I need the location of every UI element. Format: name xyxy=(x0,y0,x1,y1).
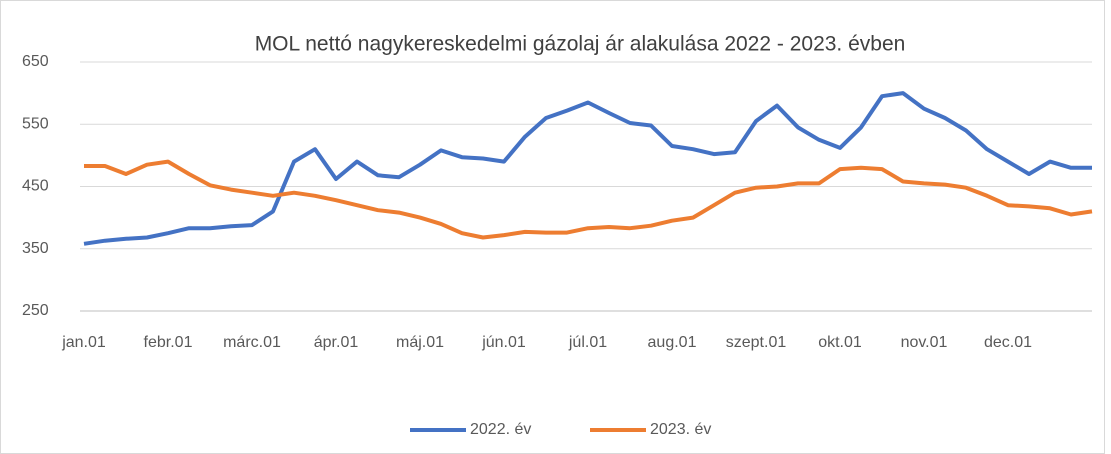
x-tick-label: szept.01 xyxy=(726,334,787,351)
y-tick-label: 650 xyxy=(22,53,49,70)
x-tick-label: júl.01 xyxy=(568,334,607,351)
x-tick-label: jún.01 xyxy=(481,334,526,351)
y-tick-label: 450 xyxy=(22,178,49,195)
x-tick-label: márc.01 xyxy=(223,334,281,351)
y-tick-label: 350 xyxy=(22,240,49,257)
legend-label: 2023. év xyxy=(650,421,711,438)
x-tick-label: febr.01 xyxy=(144,334,193,351)
x-tick-label: nov.01 xyxy=(901,334,948,351)
x-tick-label: okt.01 xyxy=(818,334,862,351)
x-tick-label: máj.01 xyxy=(396,334,444,351)
line-series xyxy=(83,91,1092,246)
x-tick-label: dec.01 xyxy=(984,334,1032,351)
x-tick-label: jan.01 xyxy=(61,334,106,351)
y-tick-label: 250 xyxy=(22,302,49,319)
line-series xyxy=(84,159,1093,240)
x-tick-label: aug.01 xyxy=(648,334,697,351)
x-tick-label: ápr.01 xyxy=(314,334,359,351)
chart-title: MOL nettó nagykereskedelmi gázolaj ár al… xyxy=(255,33,906,56)
y-tick-label: 550 xyxy=(22,115,49,132)
legend-label: 2022. év xyxy=(470,421,531,438)
